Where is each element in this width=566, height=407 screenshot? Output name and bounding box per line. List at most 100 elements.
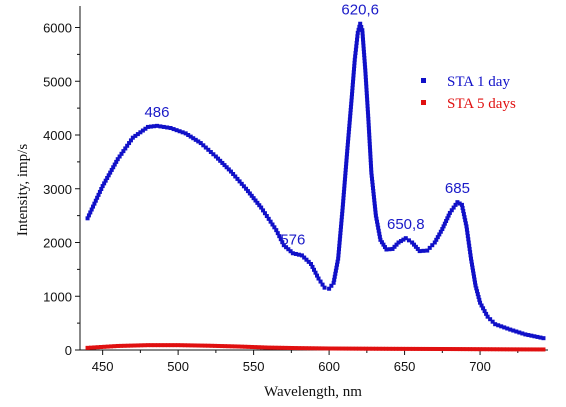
data-point	[338, 231, 343, 236]
data-point	[384, 247, 389, 252]
data-point	[317, 346, 322, 351]
data-point	[349, 98, 354, 103]
series-layer	[85, 21, 546, 352]
x-tick-label: 650	[394, 359, 416, 374]
data-point	[372, 198, 377, 203]
data-point	[99, 186, 104, 191]
peak-label: 486	[144, 104, 169, 121]
data-point	[488, 317, 493, 322]
data-point	[347, 120, 352, 125]
data-point	[255, 200, 260, 205]
data-point	[463, 221, 468, 226]
data-point	[384, 346, 389, 351]
data-point	[89, 207, 94, 212]
data-point	[337, 237, 342, 242]
data-point	[310, 264, 315, 269]
data-point	[245, 189, 250, 194]
data-point	[465, 234, 470, 239]
data-point	[505, 326, 510, 331]
data-point	[259, 205, 264, 210]
data-point	[484, 347, 489, 352]
data-point	[192, 343, 197, 348]
data-point	[345, 145, 350, 150]
data-point	[508, 327, 513, 332]
peak-label: 576	[280, 231, 305, 248]
data-point	[360, 31, 365, 36]
data-point	[361, 46, 366, 51]
data-point	[451, 205, 456, 210]
data-point	[350, 89, 355, 94]
data-point	[468, 250, 473, 255]
data-point	[514, 347, 519, 352]
data-point	[313, 270, 318, 275]
data-point	[377, 231, 382, 236]
data-point	[362, 59, 367, 64]
legend-marker-sta-5-days	[421, 100, 426, 105]
data-point	[354, 44, 359, 49]
data-point	[377, 346, 382, 351]
data-point	[278, 237, 283, 242]
data-point	[370, 176, 375, 181]
data-point	[367, 145, 372, 150]
data-point	[360, 346, 365, 351]
data-point	[368, 151, 373, 156]
x-tick-label: 600	[318, 359, 340, 374]
data-point	[239, 181, 244, 186]
data-point	[365, 100, 370, 105]
data-point	[348, 104, 353, 109]
data-point	[355, 37, 360, 42]
data-point	[352, 57, 357, 62]
data-point	[470, 265, 475, 270]
data-point	[337, 243, 342, 248]
peak-label: 685	[445, 180, 470, 197]
data-point	[475, 289, 480, 294]
data-point	[485, 314, 490, 319]
data-point	[139, 343, 144, 348]
data-point	[349, 101, 354, 106]
data-point	[363, 65, 368, 70]
data-point	[365, 103, 370, 108]
data-point	[329, 283, 334, 288]
data-point	[340, 208, 345, 213]
data-point	[272, 225, 277, 230]
data-point	[333, 271, 338, 276]
data-point	[534, 347, 539, 352]
data-point	[363, 78, 368, 83]
data-point	[368, 148, 373, 153]
data-point	[341, 193, 346, 198]
data-point	[296, 252, 301, 257]
data-point	[476, 294, 481, 299]
data-point	[446, 213, 451, 218]
data-point	[373, 207, 378, 212]
data-point	[473, 283, 478, 288]
data-point	[203, 145, 208, 150]
data-point	[368, 161, 373, 166]
data-point	[330, 346, 335, 351]
data-point	[333, 268, 338, 273]
data-point	[511, 347, 516, 352]
data-point	[381, 242, 386, 247]
data-point	[437, 346, 442, 351]
data-point	[340, 211, 345, 216]
data-point	[348, 108, 353, 113]
data-point	[354, 40, 359, 45]
data-point	[275, 231, 280, 236]
data-point	[366, 116, 371, 121]
data-point	[182, 343, 187, 348]
data-point	[380, 346, 385, 351]
data-point	[369, 170, 374, 175]
data-point	[243, 344, 248, 349]
data-point	[268, 219, 273, 224]
data-point	[229, 344, 234, 349]
data-point	[444, 347, 449, 352]
data-point	[176, 343, 181, 348]
data-point	[280, 240, 285, 245]
data-point	[469, 259, 474, 264]
data-point	[342, 177, 347, 182]
data-point	[457, 201, 462, 206]
data-point	[474, 286, 479, 291]
data-point	[417, 346, 422, 351]
data-point	[412, 242, 417, 247]
data-point	[372, 204, 377, 209]
data-point	[135, 343, 140, 348]
